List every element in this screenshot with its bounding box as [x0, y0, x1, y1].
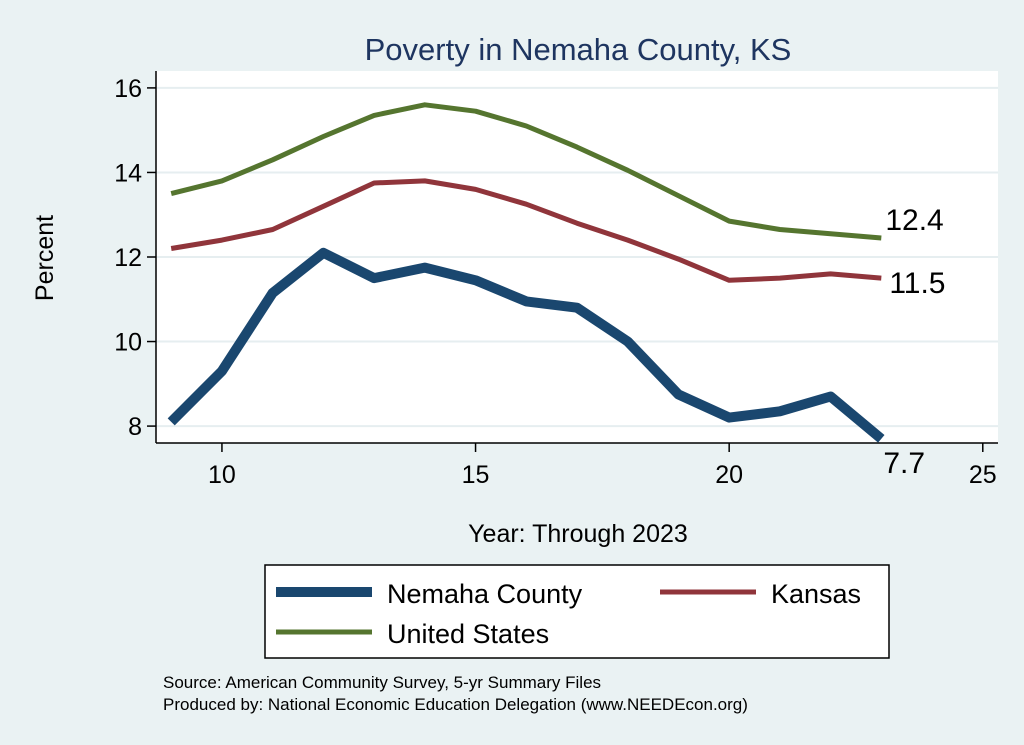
- data-labels: 7.7 11.5 12.4: [883, 204, 945, 480]
- x-tick-label-1: 15: [462, 461, 490, 489]
- series-line-united-states: [170, 102, 882, 241]
- x-tick-label-2: 20: [715, 461, 743, 489]
- legend-label-us: United States: [387, 619, 549, 649]
- gridlines: [156, 86, 998, 428]
- chart-title: Poverty in Nemaha County, KS: [365, 32, 792, 67]
- end-label-united-states: 12.4: [885, 204, 943, 237]
- legend-box: [264, 564, 890, 659]
- legend-label-nemaha: Nemaha County: [387, 579, 583, 609]
- y-tick-label-4: 16: [114, 75, 142, 103]
- x-axis-title: Year: Through 2023: [468, 520, 688, 548]
- series-line-kansas: [170, 178, 882, 283]
- y-tick-label-2: 12: [114, 244, 142, 272]
- end-label-nemaha-county: 7.7: [883, 447, 925, 480]
- y-tick-label-3: 14: [114, 159, 142, 187]
- axes: 8 10 12 14 16 10 15 20 25: [114, 71, 998, 489]
- source-note: Source: American Community Survey, 5-yr …: [163, 673, 601, 692]
- series-line-nemaha-county: [167, 247, 885, 443]
- y-axis-title: Percent: [31, 215, 59, 301]
- legend-label-kansas: Kansas: [771, 579, 861, 609]
- end-label-kansas: 11.5: [889, 267, 945, 300]
- x-tick-label-3: 25: [969, 461, 997, 489]
- series-lines: [167, 102, 885, 443]
- producer-note: Produced by: National Economic Education…: [163, 695, 748, 714]
- legend: Nemaha County Kansas United States: [264, 564, 890, 659]
- y-tick-label-1: 10: [114, 329, 142, 357]
- y-tick-label-0: 8: [128, 413, 142, 441]
- x-tick-label-0: 10: [208, 461, 236, 489]
